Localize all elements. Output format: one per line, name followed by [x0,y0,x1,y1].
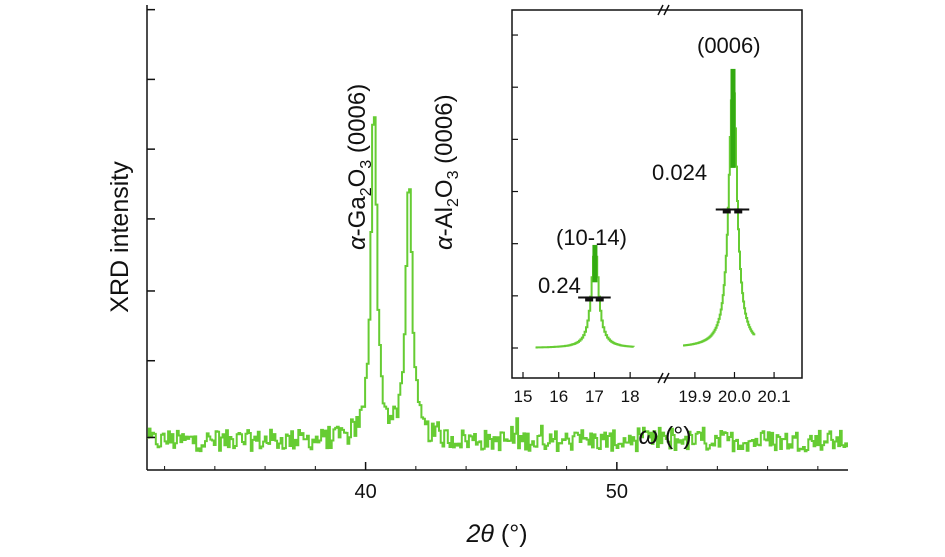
inset-x-tick-label: 15 [514,387,533,406]
inset-fwhm-cap-left [722,208,731,214]
inset-fwhm-cap-right [734,208,743,214]
inset-x-tick-label: 19.9 [678,387,711,406]
inset-fwhm-bars [578,68,750,302]
peak-label-al2o3-sub1: 2 [445,198,462,207]
inset-peak-label-a: (10-14) [556,225,627,250]
inset-trace-10-14 [535,245,635,349]
inset-ticks: 15 16 17 18 19.9 20.0 20.1 [512,34,791,406]
peak-label-al2o3-greek: α [431,235,458,250]
peak-label-ga2o3-sub1: 2 [358,187,375,196]
axis-break-bottom [657,372,670,384]
inset-fwhm-label-b: 0.024 [652,160,707,185]
inset-fwhm-cap-right [595,296,604,302]
inset-x-axis-unit: (°) [658,422,692,450]
inset-x-tick-label: 18 [621,387,640,406]
inset-frame [511,9,803,379]
x-axis-label: 2θ (°) [465,520,527,548]
axis-break-top [657,4,670,16]
peak-label-ga2o3-main: -Ga [344,196,371,237]
inset-peak-top [592,244,598,283]
peak-label-ga2o3-tail: (0006) [344,84,371,160]
peak-label-al2o3: α-Al2O3 (0006) [431,94,462,250]
peak-label-al2o3-tail: (0006) [431,94,458,170]
inset-x-axis-symbol: ω [638,422,657,450]
inset-x-tick-label: 17 [585,387,604,406]
main-xrd-trace [147,116,848,453]
peak-label-ga2o3: α-Ga2O3 (0006) [344,84,375,250]
inset-x-tick-label: 16 [549,387,568,406]
inset-peak-label-b: (0006) [697,33,761,58]
main-ticks: 40 50 [147,8,819,503]
inset-fwhm-cap-left [585,296,594,302]
inset-x-axis-label: ω (°) [638,422,691,450]
inset-x-tick-label: 20.0 [718,387,751,406]
inset-fwhm-label-a: 0.24 [538,273,581,298]
y-axis-label: XRD intensity [106,161,134,313]
x-axis-unit: (°) [494,520,528,548]
peak-label-al2o3-sub2: 3 [445,170,462,179]
peak-label-al2o3-mid: O [431,179,458,198]
main-x-tick-label: 40 [354,481,376,503]
inset-x-tick-label: 20.1 [758,387,791,406]
x-axis-symbol: 2θ [465,520,494,548]
main-x-tick-label: 50 [606,481,628,503]
inset-peak-top [730,68,736,168]
peak-label-ga2o3-greek: α [344,235,371,250]
peak-label-ga2o3-mid: O [344,169,371,188]
main-axes [146,5,848,471]
peak-label-ga2o3-sub2: 3 [358,160,375,169]
inset-trace-0006 [683,71,756,347]
peak-label-al2o3-main: -Al [431,207,458,236]
